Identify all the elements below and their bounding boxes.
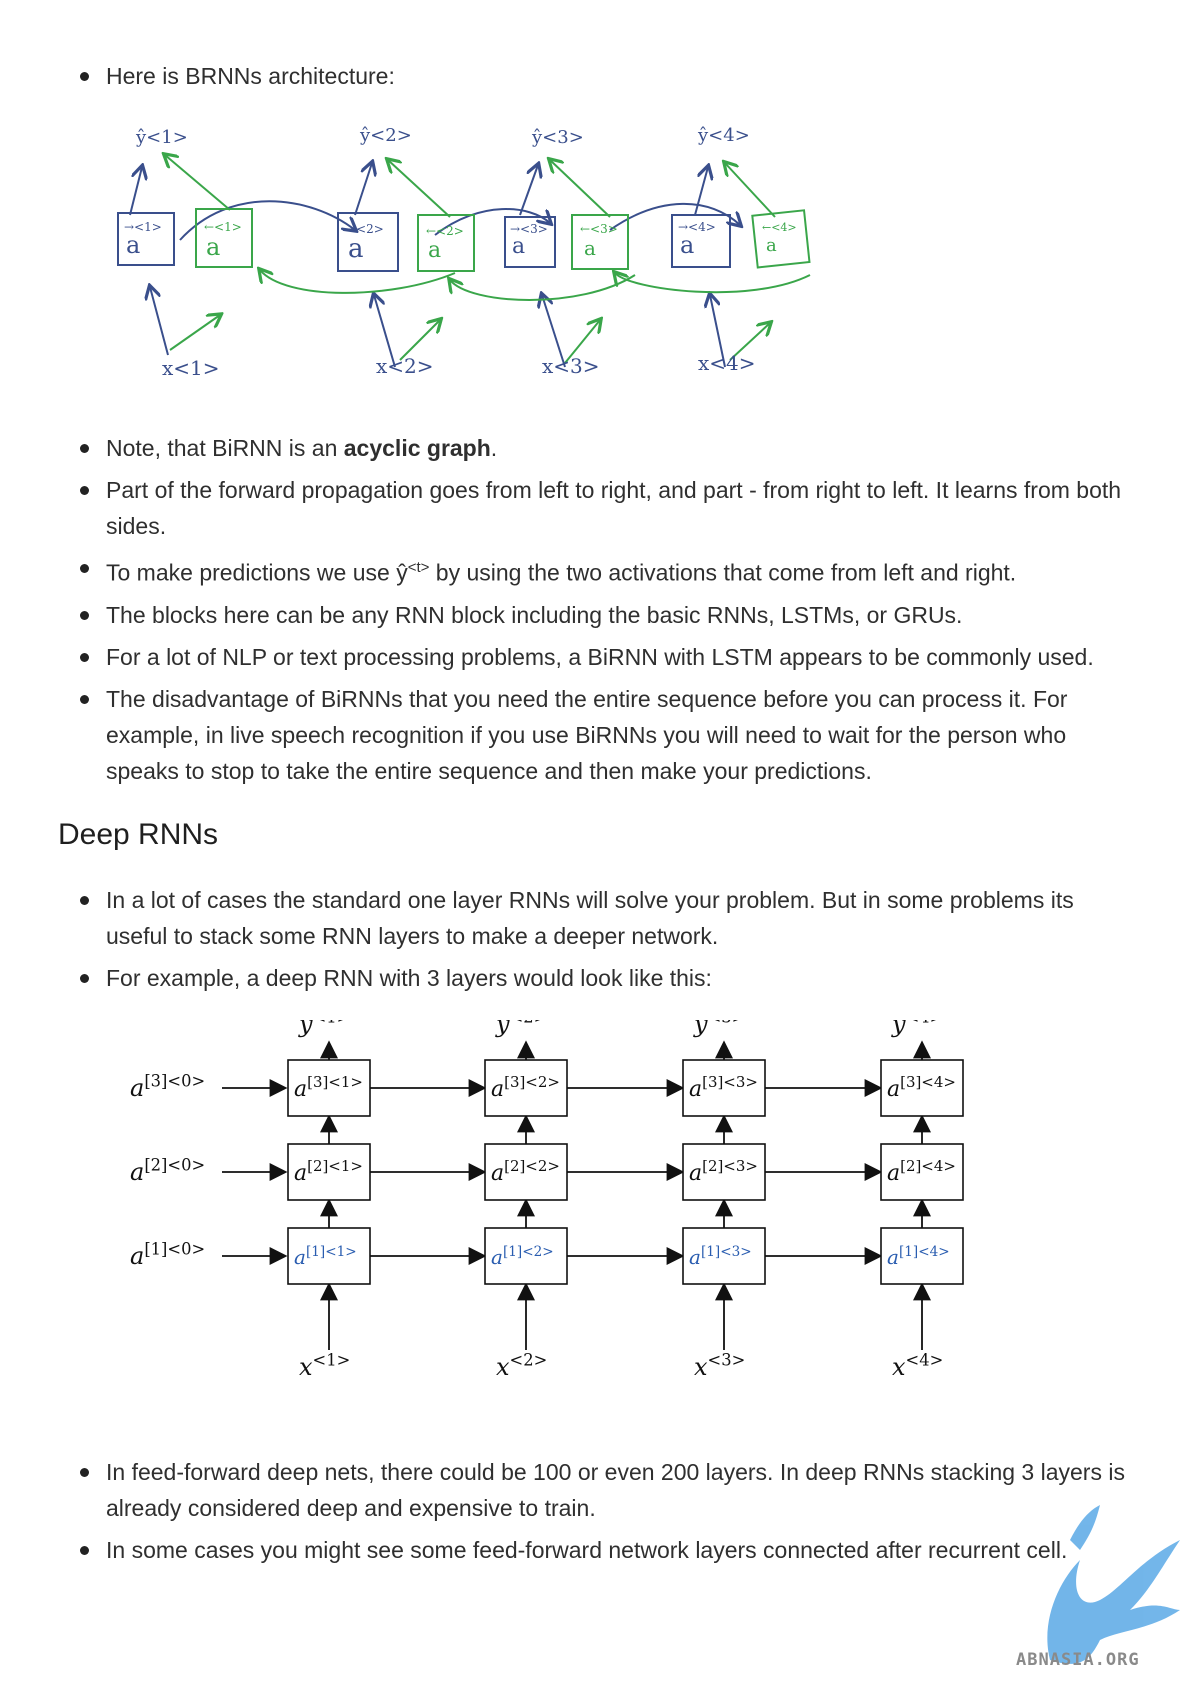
- bullet-list-intro: Here is BRNNs architecture:: [58, 58, 1138, 100]
- rnn-cell-label: a[1]<4>: [887, 1244, 950, 1269]
- forward-cell-letter: a: [512, 234, 525, 259]
- rnn-cell: [287, 1059, 371, 1117]
- rnn-cell: [682, 1059, 766, 1117]
- emphasis-text: acyclic graph: [343, 435, 491, 461]
- forward-cell-letter: a: [348, 234, 364, 264]
- list-item: Here is BRNNs architecture:: [58, 58, 1138, 94]
- rnn-cell: [682, 1227, 766, 1285]
- forward-connections: [129, 163, 740, 368]
- deep-rnn-connections: [222, 1040, 931, 1350]
- birnn-x-label: x<1>: [162, 356, 220, 380]
- init-activation-label: a[1]<0>: [130, 1239, 205, 1270]
- list-item: The disadvantage of BiRNNs that you need…: [58, 681, 1138, 789]
- backward-cell-letter: a: [766, 235, 777, 256]
- birnn-x-label: x<3>: [542, 354, 600, 378]
- backward-cell-letter: a: [584, 236, 596, 260]
- output-label: y<1>: [298, 1020, 350, 1038]
- backward-cell-label: ←<3>: [580, 222, 618, 236]
- backward-cell-label: ←<4>: [762, 221, 797, 234]
- birnn-y-label: ŷ<4>: [697, 125, 750, 146]
- forward-cells: [117, 212, 731, 272]
- birnn-y-labels: ŷ<1> ŷ<2> ŷ<3> ŷ<4>: [135, 125, 750, 148]
- bullet-list-deep-intro: In a lot of cases the standard one layer…: [58, 882, 1138, 1002]
- list-item: To make predictions we use ŷ<t> by using…: [58, 550, 1138, 591]
- backward-cell-letter: a: [206, 233, 220, 261]
- list-item: In feed-forward deep nets, there could b…: [58, 1454, 1138, 1526]
- forward-cell-label: →<4>: [678, 220, 716, 234]
- deep-rnn-labels: a[3]<1> a[3]<2> a[3]<3> a[3]<4>a[2]<1> a[2]<…: [130, 1020, 956, 1381]
- list-item-text: The disadvantage of BiRNNs that you need…: [106, 685, 1068, 784]
- rnn-cell: [484, 1143, 568, 1201]
- watermark-text: ABNASIA.ORG: [1016, 1650, 1140, 1670]
- backward-cell-letter: a: [428, 238, 441, 263]
- backward-cell-label: ←<1>: [204, 220, 242, 234]
- list-item-text: In feed-forward deep nets, there could b…: [106, 1459, 1125, 1521]
- forward-cell-label: →<1>: [124, 220, 162, 234]
- list-item: Note, that BiRNN is an acyclic graph.: [58, 430, 1138, 466]
- backward-cell-label: ←<2>: [426, 224, 464, 238]
- birnn-x-label: x<2>: [376, 354, 434, 378]
- rnn-cell: [880, 1059, 964, 1117]
- list-item-text: In some cases you might see some feed-fo…: [106, 1537, 1068, 1563]
- forward-cell-label: →<2>: [346, 222, 384, 236]
- deep-rnn-cells: [287, 1059, 964, 1285]
- backward-cells: [195, 208, 811, 272]
- list-item-text: Part of the forward propagation goes fro…: [106, 477, 1122, 539]
- deep-rnn-diagram: a[3]<1> a[3]<2> a[3]<3> a[3]<4>a[2]<1> a[2]<…: [130, 1020, 964, 1381]
- input-label: x<3>: [694, 1350, 745, 1381]
- init-activation-label: a[2]<0>: [130, 1155, 205, 1186]
- birnn-diagram: a →<1> a →<2> a →<3> a →<4> a ←<1> a ←<2…: [117, 125, 811, 380]
- init-activation-label: a[3]<0>: [130, 1071, 205, 1102]
- forward-cell-label: →<3>: [510, 222, 548, 236]
- backward-cell-labels: a ←<1> a ←<2> a ←<3> a ←<4>: [204, 220, 797, 263]
- list-item: In some cases you might see some feed-fo…: [58, 1532, 1138, 1568]
- rnn-cell: [484, 1059, 568, 1117]
- list-item-text: .: [490, 435, 498, 461]
- list-item-text: For a lot of NLP or text processing prob…: [106, 643, 1094, 670]
- birnn-y-label: ŷ<2>: [359, 125, 412, 146]
- list-item: For example, a deep RNN with 3 layers wo…: [58, 960, 1138, 996]
- birnn-x-label: x<4>: [698, 351, 756, 375]
- rnn-cell: [880, 1143, 964, 1201]
- list-item: In a lot of cases the standard one layer…: [58, 882, 1138, 954]
- list-item: For a lot of NLP or text processing prob…: [58, 639, 1138, 675]
- forward-cell-labels: a →<1> a →<2> a →<3> a →<4>: [124, 220, 716, 264]
- rnn-cell: [287, 1143, 371, 1201]
- watermark-logo: [1047, 1505, 1180, 1664]
- list-item: The blocks here can be any RNN block inc…: [58, 597, 1138, 633]
- list-item-text: In a lot of cases the standard one layer…: [106, 887, 1074, 949]
- list-item: Part of the forward propagation goes fro…: [58, 472, 1138, 544]
- birnn-y-label: ŷ<1>: [135, 127, 188, 148]
- rnn-cell: [287, 1227, 371, 1285]
- list-item-text: by using the two activations that come f…: [429, 559, 1017, 586]
- rnn-cell: [484, 1227, 568, 1285]
- superscript-text: <t>: [407, 559, 430, 576]
- input-label: x<1>: [299, 1350, 350, 1381]
- list-item-text: To make predictions we use ŷ: [106, 559, 408, 586]
- list-item-text: Here is BRNNs architecture:: [106, 63, 395, 89]
- backward-connections: [165, 155, 811, 364]
- output-label: y<3>: [693, 1020, 745, 1038]
- forward-cell-letter: a: [126, 231, 140, 259]
- rnn-cell: [880, 1227, 964, 1285]
- bullet-list-birnn-notes: Note, that BiRNN is an acyclic graph. Pa…: [58, 430, 1138, 795]
- forward-cell-letter: a: [680, 231, 694, 259]
- birnn-x-labels: x<1> x<2> x<3> x<4>: [162, 351, 756, 380]
- bullet-list-deep-notes: In feed-forward deep nets, there could b…: [58, 1454, 1138, 1574]
- input-label: x<4>: [892, 1350, 943, 1381]
- rnn-cell: [682, 1143, 766, 1201]
- input-label: x<2>: [496, 1350, 547, 1381]
- list-item-text: The blocks here can be any RNN block inc…: [106, 601, 963, 628]
- output-label: y<4>: [891, 1020, 943, 1038]
- section-heading: Deep RNNs: [58, 818, 219, 851]
- list-item-text: Note, that BiRNN is an: [106, 435, 344, 461]
- birnn-y-label: ŷ<3>: [531, 127, 584, 148]
- output-label: y<2>: [495, 1020, 547, 1038]
- list-item-text: For example, a deep RNN with 3 layers wo…: [106, 965, 712, 991]
